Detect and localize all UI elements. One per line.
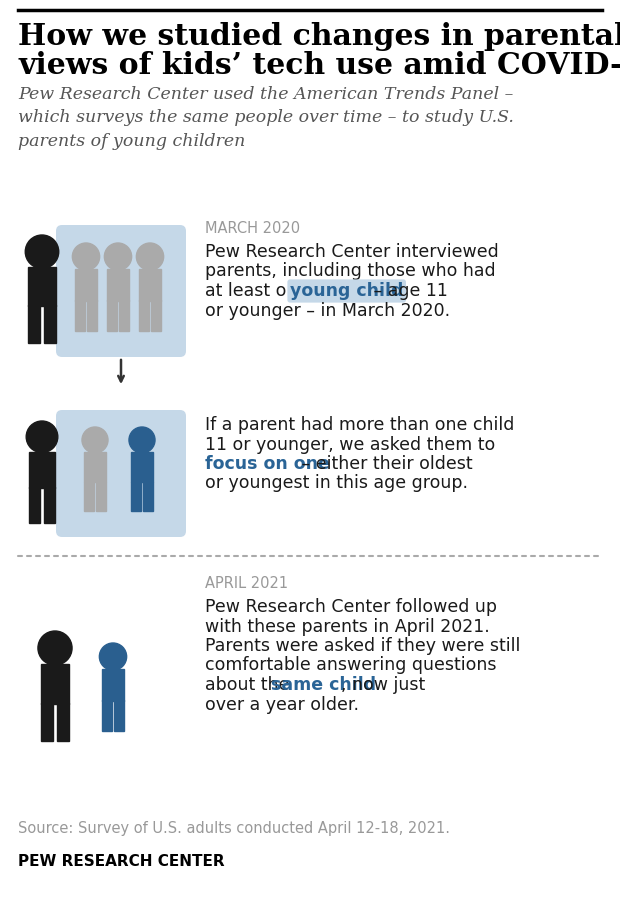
Text: Parents were asked if they were still: Parents were asked if they were still: [205, 637, 520, 655]
Bar: [43, 487, 55, 523]
FancyBboxPatch shape: [56, 410, 186, 537]
Bar: [131, 452, 153, 482]
Bar: [41, 664, 69, 704]
Text: Pew Research Center interviewed: Pew Research Center interviewed: [205, 243, 498, 261]
Circle shape: [25, 235, 59, 268]
Bar: [28, 305, 40, 343]
Text: Pew Research Center followed up: Pew Research Center followed up: [205, 598, 497, 616]
Bar: [29, 487, 40, 523]
Bar: [107, 269, 130, 301]
Text: with these parents in April 2021.: with these parents in April 2021.: [205, 618, 490, 635]
Bar: [138, 300, 149, 331]
Bar: [102, 700, 112, 731]
Circle shape: [99, 643, 126, 670]
Bar: [87, 300, 97, 331]
Bar: [107, 300, 117, 331]
Bar: [131, 482, 141, 511]
Text: parents, including those who had: parents, including those who had: [205, 263, 495, 281]
Bar: [74, 300, 84, 331]
Text: Pew Research Center used the American Trends Panel –
which surveys the same peop: Pew Research Center used the American Tr…: [18, 86, 514, 150]
Bar: [41, 702, 53, 741]
Bar: [28, 267, 56, 306]
Text: APRIL 2021: APRIL 2021: [205, 576, 288, 591]
Text: MARCH 2020: MARCH 2020: [205, 221, 300, 236]
Text: about the: about the: [205, 676, 295, 694]
Bar: [151, 300, 161, 331]
Text: young child: young child: [290, 282, 404, 300]
Text: If a parent had more than one child: If a parent had more than one child: [205, 416, 515, 434]
Bar: [120, 300, 130, 331]
Bar: [102, 670, 125, 701]
Bar: [43, 305, 56, 343]
Bar: [74, 269, 97, 301]
Bar: [84, 452, 106, 482]
Bar: [96, 482, 106, 511]
Bar: [84, 482, 94, 511]
Bar: [56, 702, 69, 741]
Text: 11 or younger, we asked them to: 11 or younger, we asked them to: [205, 436, 495, 454]
Bar: [138, 269, 161, 301]
Text: PEW RESEARCH CENTER: PEW RESEARCH CENTER: [18, 854, 224, 869]
FancyBboxPatch shape: [56, 225, 186, 357]
Text: focus on one: focus on one: [205, 455, 330, 473]
Text: over a year older.: over a year older.: [205, 696, 359, 714]
Circle shape: [104, 243, 131, 270]
Text: How we studied changes in parental: How we studied changes in parental: [18, 22, 620, 51]
Text: views of kids’ tech use amid COVID-19: views of kids’ tech use amid COVID-19: [18, 51, 620, 80]
Circle shape: [38, 631, 72, 665]
Text: or youngest in this age group.: or youngest in this age group.: [205, 475, 468, 493]
Circle shape: [136, 243, 164, 270]
Text: comfortable answering questions: comfortable answering questions: [205, 657, 497, 674]
Text: same child: same child: [271, 676, 376, 694]
Circle shape: [82, 427, 108, 453]
Text: , now just: , now just: [341, 676, 425, 694]
Text: – either their oldest: – either their oldest: [296, 455, 472, 473]
Circle shape: [129, 427, 155, 453]
Text: at least one: at least one: [205, 282, 314, 300]
Bar: [114, 700, 125, 731]
Circle shape: [73, 243, 100, 270]
Bar: [143, 482, 153, 511]
Text: – age 11: – age 11: [368, 282, 448, 300]
Text: or younger – in March 2020.: or younger – in March 2020.: [205, 302, 450, 320]
Text: Source: Survey of U.S. adults conducted April 12-18, 2021.: Source: Survey of U.S. adults conducted …: [18, 821, 450, 836]
Bar: [29, 451, 55, 488]
Circle shape: [26, 421, 58, 453]
